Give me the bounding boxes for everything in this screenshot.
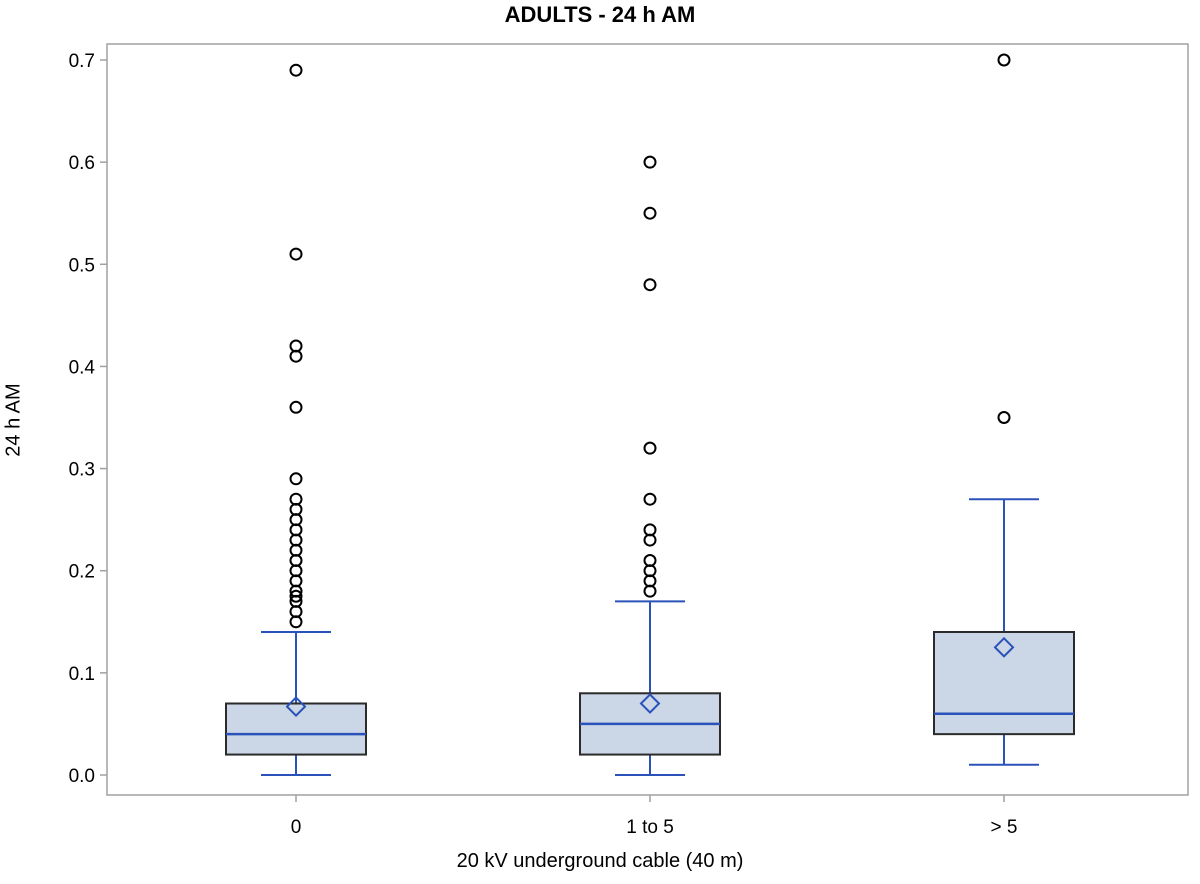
y-tick-label: 0.0 bbox=[69, 766, 95, 787]
y-tick-label: 0.1 bbox=[69, 664, 95, 685]
x-axis-label: 20 kV underground cable (40 m) bbox=[456, 850, 744, 872]
y-tick-label: 0.7 bbox=[69, 51, 95, 72]
outlier-point bbox=[289, 247, 303, 261]
mean-marker bbox=[993, 636, 1015, 658]
outlier-point bbox=[289, 472, 303, 486]
mean-marker bbox=[285, 696, 307, 717]
outlier-point bbox=[643, 492, 657, 506]
y-tick-label: 0.5 bbox=[69, 255, 95, 276]
outlier-point bbox=[997, 411, 1011, 424]
box-iqr bbox=[225, 702, 367, 756]
outlier-point bbox=[643, 155, 657, 169]
plot-frame bbox=[106, 43, 1189, 796]
outlier-point bbox=[643, 278, 657, 292]
x-tick-label: 1 to 5 bbox=[626, 817, 674, 838]
y-tick-label: 0.6 bbox=[69, 153, 95, 174]
x-tick-label: 0 bbox=[291, 817, 302, 838]
outlier-point bbox=[289, 339, 303, 353]
outlier-point bbox=[643, 441, 657, 455]
outlier-point bbox=[289, 63, 303, 77]
outlier-point bbox=[643, 523, 657, 537]
x-tick-label: > 5 bbox=[991, 817, 1018, 838]
y-tick-label: 0.3 bbox=[69, 460, 95, 481]
outlier-point bbox=[643, 554, 657, 567]
outlier-point bbox=[289, 400, 303, 414]
y-tick-label: 0.2 bbox=[69, 562, 95, 583]
outlier-point bbox=[289, 492, 303, 506]
outlier-point bbox=[643, 206, 657, 220]
outlier-point bbox=[289, 589, 303, 603]
mean-marker bbox=[639, 693, 661, 714]
chart-title: ADULTS - 24 h AM bbox=[504, 2, 696, 27]
box-iqr bbox=[933, 631, 1075, 736]
y-tick-label: 0.4 bbox=[69, 357, 96, 378]
outlier-point bbox=[997, 53, 1011, 67]
